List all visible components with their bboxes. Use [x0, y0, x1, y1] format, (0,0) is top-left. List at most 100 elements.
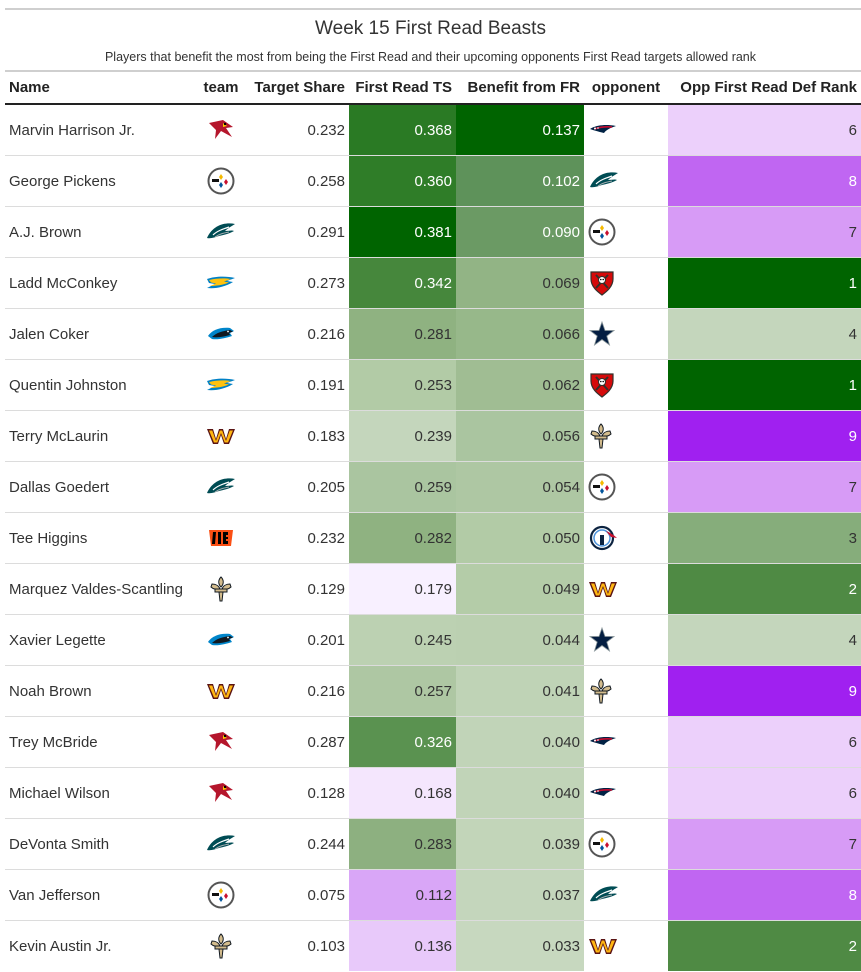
opp-first-read-def-rank-value: 9 [668, 410, 861, 462]
table-row: A.J. Brown 0.291 0.381 0.090 7 [5, 206, 861, 258]
target-share-value: 0.128 [246, 767, 349, 819]
column-header-target-share: Target Share [246, 72, 349, 105]
commanders-logo-icon [206, 682, 236, 699]
team-logo-cell [196, 308, 246, 360]
page-subtitle: Players that benefit the most from being… [104, 50, 757, 64]
target-share-value: 0.287 [246, 716, 349, 768]
table-body: Marvin Harrison Jr. 0.232 0.368 0.137 6 Georg… [5, 103, 861, 971]
saints-logo-icon [588, 423, 614, 449]
table-row: Van Jefferson 0.075 0.112 0.037 8 [5, 869, 861, 921]
opp-first-read-def-rank-value: 2 [668, 563, 861, 615]
top-divider [5, 8, 861, 10]
team-logo-cell [196, 869, 246, 921]
table-row: Dallas Goedert 0.205 0.259 0.054 7 [5, 461, 861, 513]
player-name: Jalen Coker [5, 308, 196, 360]
team-logo-cell [196, 665, 246, 717]
bengals-logo-icon [206, 529, 236, 546]
first-read-ts-value: 0.179 [349, 563, 456, 615]
opp-first-read-def-rank-value: 2 [668, 920, 861, 971]
opponent-logo-cell [584, 461, 668, 513]
first-read-ts-value: 0.342 [349, 257, 456, 309]
titans-logo-icon [588, 525, 618, 551]
player-name: Marvin Harrison Jr. [5, 103, 196, 156]
benefit-from-fr-value: 0.066 [456, 308, 584, 360]
first-read-ts-value: 0.253 [349, 359, 456, 411]
team-logo-cell [196, 767, 246, 819]
patriots-logo-icon [588, 121, 618, 138]
table-row: Ladd McConkey 0.273 0.342 0.069 1 [5, 257, 861, 309]
benefit-from-fr-value: 0.062 [456, 359, 584, 411]
cardinals-logo-icon [206, 732, 236, 751]
opponent-logo-cell [584, 308, 668, 360]
column-header-team: team [196, 72, 246, 105]
opp-first-read-def-rank-value: 1 [668, 359, 861, 411]
team-logo-cell [196, 563, 246, 615]
player-name: Noah Brown [5, 665, 196, 717]
player-name: Tee Higgins [5, 512, 196, 564]
panthers-logo-icon [206, 631, 236, 648]
benefit-from-fr-value: 0.050 [456, 512, 584, 564]
steelers-logo-icon [588, 830, 616, 858]
opponent-logo-cell [584, 103, 668, 156]
opponent-logo-cell [584, 818, 668, 870]
benefit-from-fr-value: 0.090 [456, 206, 584, 258]
target-share-value: 0.205 [246, 461, 349, 513]
target-share-value: 0.191 [246, 359, 349, 411]
target-share-value: 0.216 [246, 665, 349, 717]
first-read-ts-value: 0.283 [349, 818, 456, 870]
target-share-value: 0.183 [246, 410, 349, 462]
panthers-logo-icon [206, 325, 236, 342]
player-name: Xavier Legette [5, 614, 196, 666]
opponent-logo-cell [584, 206, 668, 258]
player-name: Kevin Austin Jr. [5, 920, 196, 971]
target-share-value: 0.075 [246, 869, 349, 921]
chargers-logo-icon [205, 274, 237, 291]
opponent-logo-cell [584, 155, 668, 207]
eagles-logo-icon [205, 478, 237, 495]
benefit-from-fr-value: 0.054 [456, 461, 584, 513]
commanders-logo-icon [588, 580, 618, 597]
table-row: DeVonta Smith 0.244 0.283 0.039 7 [5, 818, 861, 870]
player-name: Terry McLaurin [5, 410, 196, 462]
table-row: George Pickens 0.258 0.360 0.102 8 [5, 155, 861, 207]
header-row: Name team Target Share First Read TS Ben… [5, 72, 861, 105]
opp-first-read-def-rank-value: 3 [668, 512, 861, 564]
opponent-logo-cell [584, 410, 668, 462]
cardinals-logo-icon [206, 120, 236, 139]
opp-first-read-def-rank-value: 4 [668, 614, 861, 666]
target-share-value: 0.201 [246, 614, 349, 666]
opponent-logo-cell [584, 869, 668, 921]
column-header-opp-rank: Opp First Read Def Rank [668, 72, 861, 105]
table-row: Michael Wilson 0.128 0.168 0.040 6 [5, 767, 861, 819]
table-row: Terry McLaurin 0.183 0.239 0.056 9 [5, 410, 861, 462]
table-row: Kevin Austin Jr. 0.103 0.136 0.033 2 [5, 920, 861, 971]
eagles-logo-icon [205, 835, 237, 852]
column-header-opponent: opponent [584, 72, 668, 105]
opp-first-read-def-rank-value: 7 [668, 461, 861, 513]
benefit-from-fr-value: 0.137 [456, 103, 584, 156]
team-logo-cell [196, 410, 246, 462]
first-read-ts-value: 0.259 [349, 461, 456, 513]
team-logo-cell [196, 614, 246, 666]
commanders-logo-icon [206, 427, 236, 444]
player-name: Quentin Johnston [5, 359, 196, 411]
opp-first-read-def-rank-value: 4 [668, 308, 861, 360]
saints-logo-icon [588, 678, 614, 704]
opponent-logo-cell [584, 614, 668, 666]
player-name: Van Jefferson [5, 869, 196, 921]
player-name: Ladd McConkey [5, 257, 196, 309]
team-logo-cell [196, 206, 246, 258]
opponent-logo-cell [584, 716, 668, 768]
column-header-benefit-from-fr: Benefit from FR [456, 72, 584, 105]
team-logo-cell [196, 512, 246, 564]
player-name: Trey McBride [5, 716, 196, 768]
page-title: Week 15 First Read Beasts [315, 18, 546, 39]
eagles-logo-icon [205, 223, 237, 240]
target-share-value: 0.244 [246, 818, 349, 870]
target-share-value: 0.232 [246, 512, 349, 564]
first-read-ts-value: 0.368 [349, 103, 456, 156]
opponent-logo-cell [584, 257, 668, 309]
commanders-logo-icon [588, 937, 618, 954]
target-share-value: 0.103 [246, 920, 349, 971]
steelers-logo-icon [207, 881, 235, 909]
